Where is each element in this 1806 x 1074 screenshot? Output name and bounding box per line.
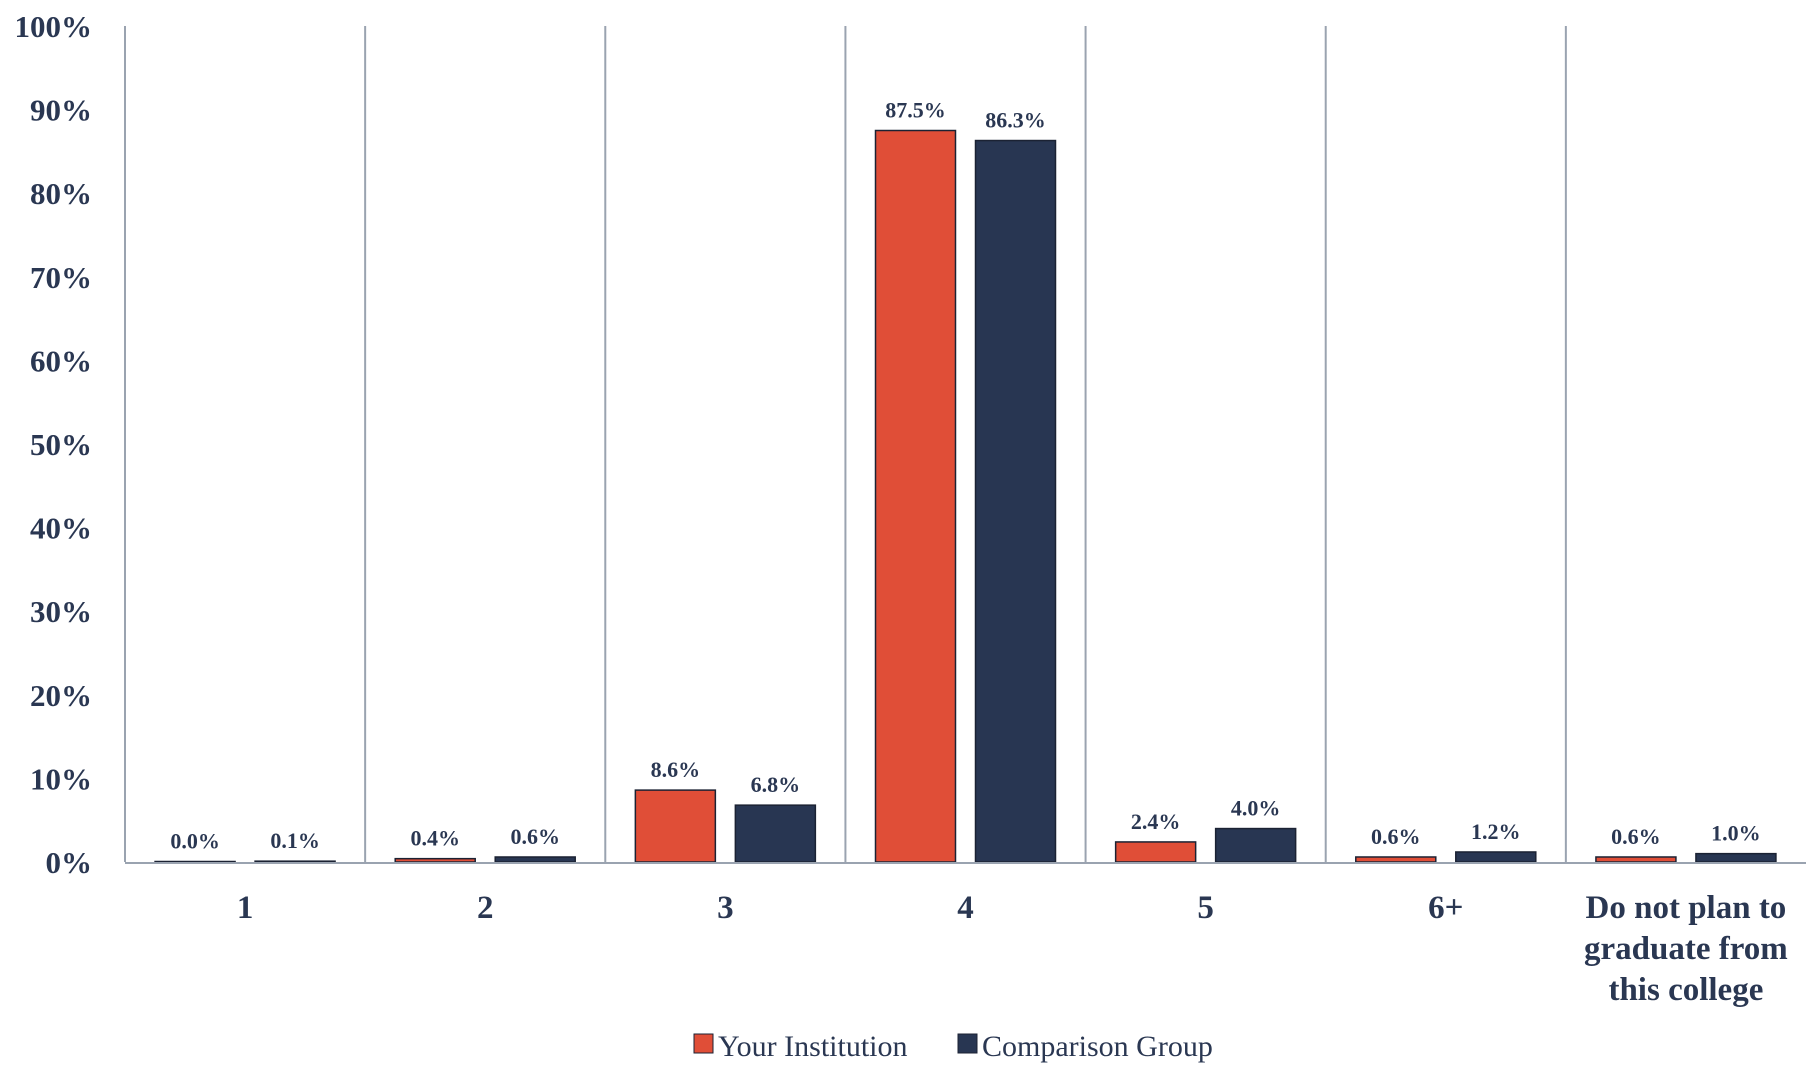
x-axis-ticks: 1 2 3 4 5 6+ Do not plan to graduate from this c… bbox=[237, 890, 1788, 1008]
data-label: 4.0% bbox=[1231, 796, 1281, 821]
data-label: 0.6% bbox=[1371, 824, 1421, 849]
x-tick-label: 3 bbox=[717, 890, 734, 926]
bar-comparison-group bbox=[254, 860, 336, 863]
y-axis-ticks: 0% 10% 20% 30% 40% 50% 60% 70% 80% 90% 100% bbox=[15, 9, 93, 880]
data-label: 2.4% bbox=[1131, 809, 1181, 834]
y-tick-label: 100% bbox=[15, 9, 93, 44]
bar-comparison-group bbox=[734, 804, 817, 863]
data-label: 87.5% bbox=[885, 98, 946, 123]
y-tick-label: 30% bbox=[30, 594, 92, 629]
x-tick-label: 6+ bbox=[1428, 890, 1463, 926]
y-tick-label: 0% bbox=[46, 845, 93, 880]
y-tick-label: 70% bbox=[30, 260, 92, 295]
bar-comparison-group bbox=[1214, 827, 1297, 863]
x-tick-label: Do not plan to graduate from this college bbox=[1584, 890, 1788, 1008]
data-label: 8.6% bbox=[651, 757, 701, 782]
bars-group bbox=[154, 129, 1777, 863]
legend-swatch bbox=[693, 1033, 714, 1054]
data-label: 0.0% bbox=[170, 829, 220, 854]
y-tick-label: 40% bbox=[30, 511, 92, 546]
y-tick-label: 20% bbox=[30, 678, 92, 713]
legend-swatch bbox=[957, 1033, 978, 1054]
data-label: 1.0% bbox=[1711, 821, 1761, 846]
x-tick-label: 4 bbox=[957, 890, 974, 926]
data-labels-group: 0.0% 0.1% 0.4% 0.6% 8.6% 6.8% 87.5% 86.3% 2.4% 4.… bbox=[170, 98, 1760, 854]
y-tick-label: 90% bbox=[30, 93, 92, 128]
bar-comparison-group bbox=[1695, 852, 1777, 863]
data-label: 86.3% bbox=[985, 108, 1046, 133]
bar-your-institution bbox=[1355, 856, 1437, 863]
bar-your-institution bbox=[154, 860, 236, 863]
legend: Your Institution Comparison Group bbox=[693, 1030, 1213, 1063]
data-label: 0.6% bbox=[510, 824, 560, 849]
bar-comparison-group bbox=[974, 139, 1057, 863]
bar-comparison-group bbox=[1455, 851, 1537, 863]
y-tick-label: 80% bbox=[30, 176, 92, 211]
data-label: 1.2% bbox=[1471, 819, 1521, 844]
x-tick-label: 1 bbox=[237, 890, 254, 926]
legend-label: Comparison Group bbox=[982, 1030, 1213, 1063]
bar-your-institution bbox=[874, 129, 957, 863]
bar-your-institution bbox=[1595, 856, 1677, 863]
legend-label: Your Institution bbox=[718, 1030, 908, 1063]
data-label: 0.1% bbox=[270, 828, 320, 853]
category-dividers bbox=[124, 26, 1567, 862]
bar-your-institution bbox=[1114, 841, 1197, 863]
y-tick-label: 10% bbox=[30, 761, 92, 796]
bar-your-institution bbox=[394, 857, 476, 863]
y-tick-label: 50% bbox=[30, 427, 92, 462]
y-tick-label: 60% bbox=[30, 343, 92, 378]
data-label: 6.8% bbox=[751, 772, 801, 797]
x-tick-label: 5 bbox=[1197, 890, 1214, 926]
x-tick-label: 2 bbox=[477, 890, 494, 926]
data-label: 0.6% bbox=[1611, 824, 1661, 849]
data-label: 0.4% bbox=[410, 826, 460, 851]
bar-your-institution bbox=[634, 789, 717, 863]
bar-comparison-group bbox=[494, 856, 576, 863]
